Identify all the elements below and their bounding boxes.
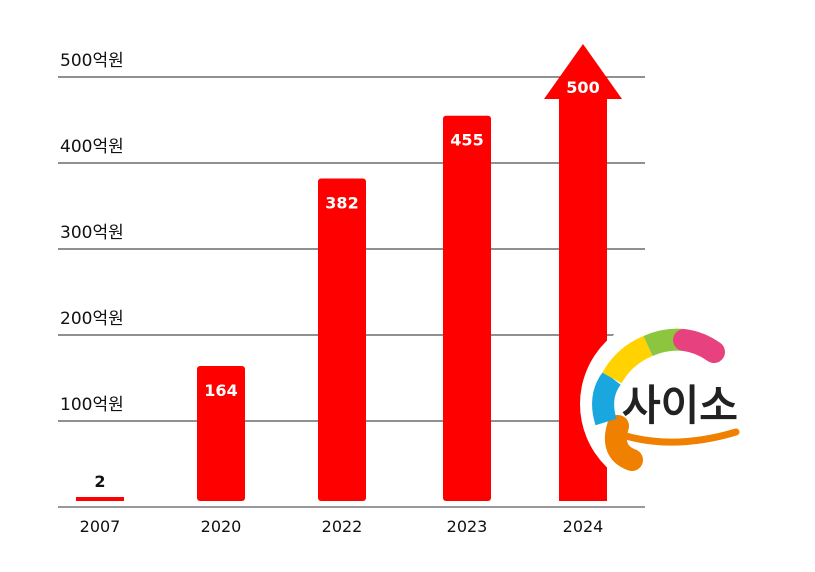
x-tick-label: 2024: [563, 517, 604, 536]
logo-arc-yellow: [602, 335, 653, 384]
x-tick-label: 2022: [322, 517, 363, 536]
y-axis-labels: 100억원 200억원 300억원 400억원 500억원: [60, 51, 124, 415]
y-tick-label: 200억원: [60, 309, 124, 329]
data-labels: 2 164 382 455 500: [94, 78, 599, 491]
data-label: 382: [325, 193, 358, 212]
bars: [76, 44, 622, 502]
x-tick-label: 2007: [80, 517, 121, 536]
data-label: 455: [450, 131, 483, 150]
bar-2020: [197, 365, 245, 501]
x-tick-label: 2023: [447, 517, 488, 536]
data-label: 2: [94, 472, 105, 491]
logo-arc-blue: [592, 371, 622, 426]
saiso-logo: 사이소: [580, 316, 756, 492]
y-tick-label: 500억원: [60, 51, 124, 71]
y-tick-label: 100억원: [60, 395, 124, 415]
data-label: 164: [204, 381, 237, 400]
logo-swoosh: [622, 428, 740, 446]
x-tick-label: 2020: [201, 517, 242, 536]
bar-2022: [318, 178, 366, 502]
logo-arc-pink: [673, 329, 725, 363]
y-tick-label: 400억원: [60, 137, 124, 157]
data-label: 500: [566, 78, 599, 97]
x-axis-labels: 2007 2020 2022 2023 2024: [80, 517, 604, 536]
logo-text: 사이소: [622, 381, 738, 430]
logo-arc-orange: [604, 415, 643, 471]
bar-2007: [76, 497, 124, 501]
bar-2023: [443, 115, 491, 501]
y-tick-label: 300억원: [60, 223, 124, 243]
